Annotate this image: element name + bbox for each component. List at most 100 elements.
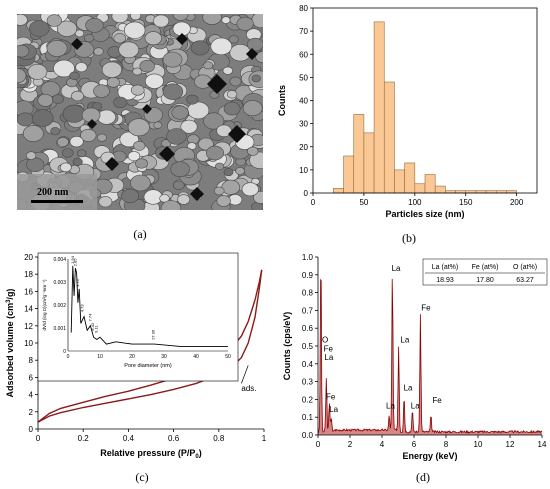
sem-grain [223,101,241,116]
peak-label: La [392,264,401,273]
y-tick-label: 0.2 [302,395,314,404]
scale-bar-backdrop [17,174,97,210]
histogram-bar [363,132,375,194]
inset-peak-label: 4.73 [79,304,84,313]
sem-grain [69,71,80,80]
sem-grain [223,168,234,177]
sem-grain [17,112,34,127]
inset-x-tick-label: 40 [193,354,199,360]
sem-grain [180,119,198,134]
sem-grain [111,14,129,24]
inset-peak-label: 9.11 [93,325,98,333]
sem-grain [221,16,231,24]
sem-texture [17,14,263,210]
sem-pore [190,187,204,201]
sem-grain [162,51,183,68]
sem-grain [221,179,241,195]
peak-label: Fe [324,344,334,353]
sem-grain [186,94,199,105]
sem-grain [227,90,238,99]
inset-x-tick-label: 10 [97,354,103,360]
sem-grain [247,37,263,52]
sem-grain [17,14,28,26]
peak-label: La [324,353,333,362]
peak-label: O [322,335,328,344]
table-header: Fe (at%) [472,264,499,271]
x-tick-label: 14 [538,440,547,449]
peak-label: Fe [432,396,442,405]
sem-grain [203,61,214,70]
y-tick-label: 10 [24,339,33,348]
y-tick-label: 20 [299,143,308,152]
y-tick-label: 0.9 [302,271,314,280]
sem-grain [198,137,214,151]
table-value: 18.93 [436,277,454,284]
x-tick-label: 6 [412,440,417,449]
sem-grain [194,74,212,89]
sem-grain [76,149,87,158]
sem-grain [118,41,139,59]
sem-grain [75,62,88,73]
sem-grain [130,14,142,21]
y-tick-label: 0.6 [302,324,314,333]
y-axis-label: Counts [277,85,287,116]
sem-grain [22,125,44,142]
sem-grain [228,35,239,44]
histogram-bar [404,162,416,194]
sem-grain [249,151,263,169]
sem-grain [132,67,142,76]
sem-grain [222,66,233,75]
y-tick-label: 30 [299,120,308,129]
sem-grain [172,14,189,21]
inset-y-tick-label: 0.001 [53,326,66,332]
sem-grain [46,40,68,57]
caption-b: (b) [402,231,416,245]
isotherm-ads-line [37,269,263,423]
sem-grain [216,195,231,207]
scale-bar [31,200,83,203]
y-tick-label: 0.4 [302,360,314,369]
sem-grain [83,34,95,43]
histogram-bar [343,155,355,194]
sem-pore [71,38,83,50]
y-tick-label: 0.0 [302,431,314,440]
x-tick-label: 0.6 [168,434,180,443]
sem-grain [229,76,242,87]
peak-label: La [404,384,413,393]
peak-label: La [386,401,395,410]
spectrum-line [317,278,543,434]
sem-grain [46,14,62,27]
inset-x-tick-label: 0 [67,354,70,360]
x-tick-label: 2 [348,440,353,449]
sem-grain [31,109,54,127]
sem-grain [242,100,263,117]
y-tick-label: 0 [304,189,309,198]
y-tick-label: 18 [24,270,33,279]
inset-y-tick-label: 0.002 [53,303,66,309]
table-value: 63.27 [516,277,534,284]
sem-grain [59,162,72,173]
inset-y-tick-label: 0 [63,349,66,355]
y-tick-label: 70 [299,27,308,36]
spectrum-fill [318,278,542,435]
sem-grain [133,140,146,151]
sem-pore [87,119,97,129]
sem-grain [144,31,162,46]
histogram-chart: 0 10 20 30 40 50 60 70 80 0 50 100 150 200 Particles s… [277,4,538,219]
sem-grain [50,127,61,136]
y-tick-label: 2 [29,408,34,417]
sem-grain [121,188,140,204]
sem-pore [142,104,152,114]
y-axis-label: Adsorbed volume (cm3/g) [5,289,15,398]
x-axis-label: Relative pressure (P/P0) [100,448,201,460]
sem-grain [210,37,233,56]
sem-grain [173,180,185,191]
annotation-ads: ads. [241,384,256,393]
x-tick-label: 0.4 [123,434,135,443]
x-tick-label: 50 [359,198,368,207]
eds-spectrum-chart: 0.0 0.1 0.2 0.3 0.4 0.5 0.6 0.7 0.8 0.9 1.0 0 2 4 6 8 10… [282,253,548,461]
sem-grain [153,121,163,129]
sem-grain [170,161,190,177]
inset-x-tick-label: 50 [225,354,231,360]
table-header: O (at%) [513,264,537,271]
